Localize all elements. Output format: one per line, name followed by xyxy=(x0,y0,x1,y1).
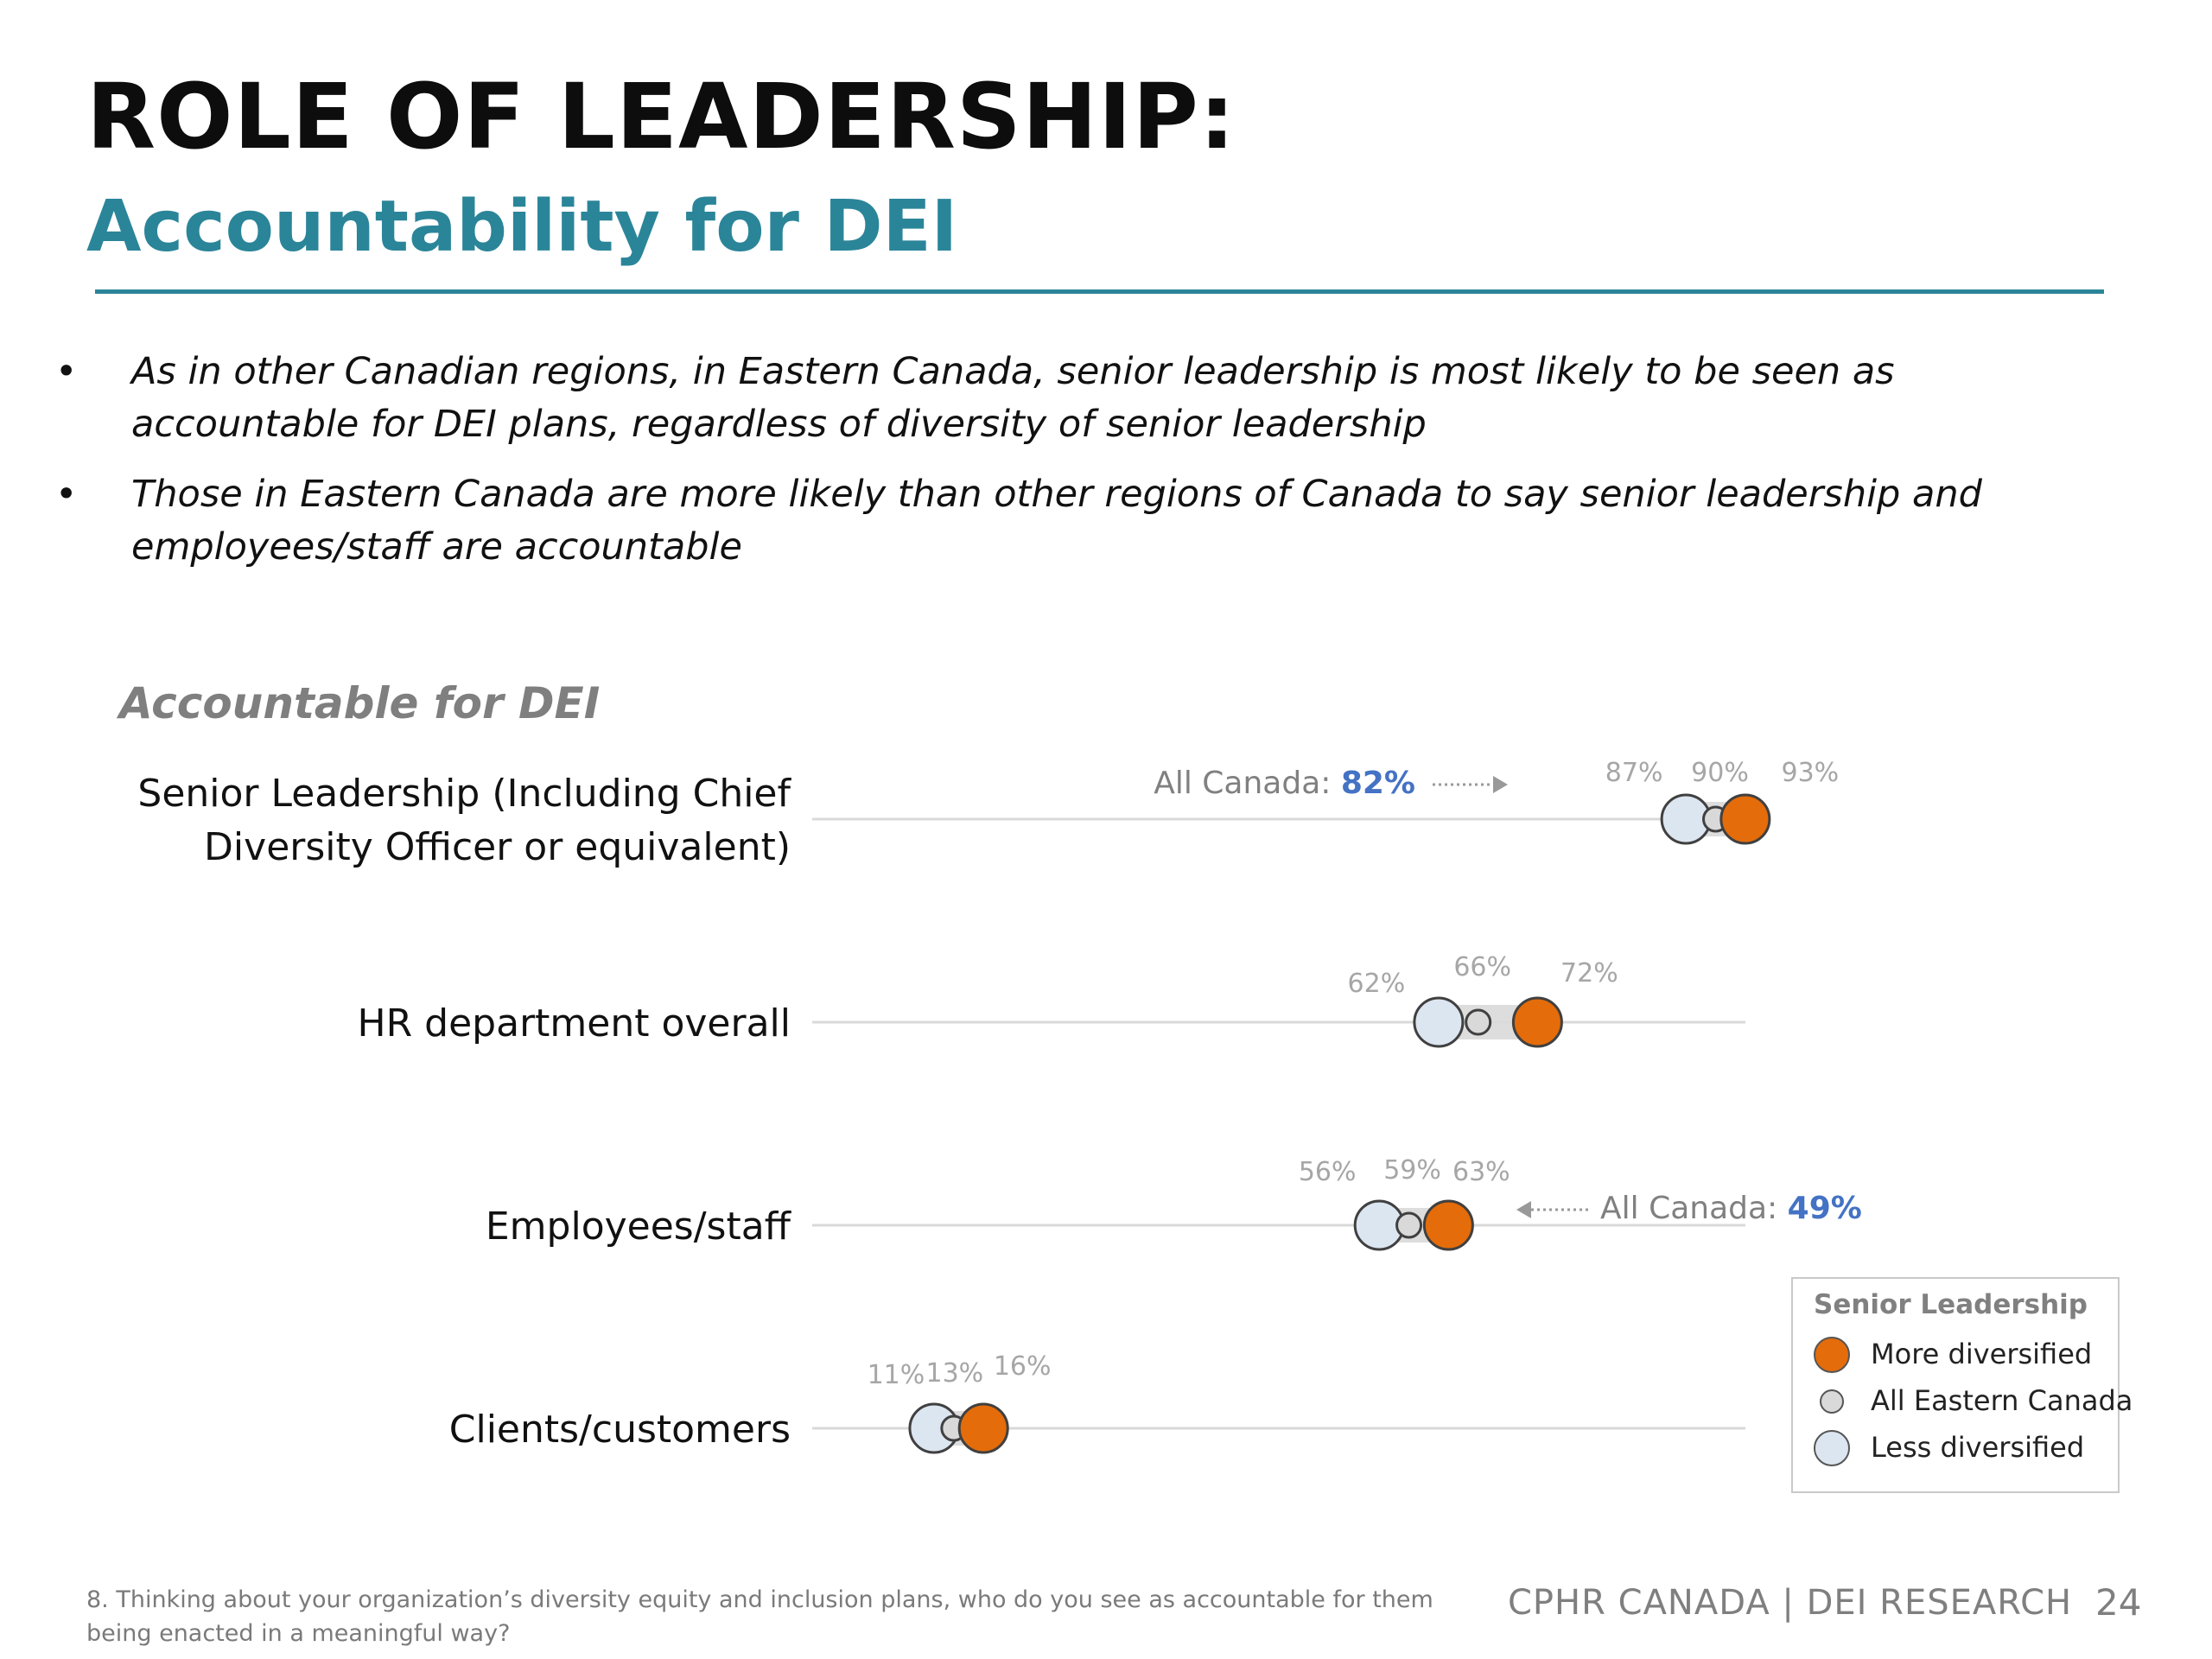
all-canada-annotation: All Canada: 49% xyxy=(1600,1191,1862,1226)
category-label: Clients/customers xyxy=(449,1408,791,1452)
dot-more-diversified xyxy=(1719,793,1771,845)
value-label-more: 72% xyxy=(1560,958,1618,988)
category-label: Diversity Officer or equivalent) xyxy=(204,825,791,869)
annotation-prefix: All Canada: xyxy=(1600,1191,1788,1226)
value-label-less: 87% xyxy=(1605,758,1663,788)
annotation-value: 82% xyxy=(1341,766,1415,801)
dot-more-diversified xyxy=(957,1402,1009,1454)
legend-label: Less diversified xyxy=(1871,1431,2085,1464)
dot-more-diversified xyxy=(1511,996,1563,1048)
bullet-item: As in other Canadian regions, in Eastern… xyxy=(54,346,2110,451)
bullet-item: Those in Eastern Canada are more likely … xyxy=(54,468,2110,574)
all-canada-annotation: All Canada: 82% xyxy=(1154,766,1415,801)
chart-legend: Senior Leadership More diversified All E… xyxy=(1791,1277,2133,1493)
annotation-value: 49% xyxy=(1788,1191,1862,1226)
legend-swatch-less xyxy=(1814,1430,1850,1466)
value-label-all: 90% xyxy=(1691,758,1749,788)
footnote: 8. Thinking about your organization’s di… xyxy=(86,1586,1433,1647)
value-label-more: 16% xyxy=(994,1351,1052,1382)
legend-label: More diversified xyxy=(1871,1338,2093,1370)
value-label-less: 62% xyxy=(1348,969,1406,999)
legend-item-more-diversified: More diversified xyxy=(1814,1334,2107,1376)
title-divider xyxy=(95,289,2104,294)
value-label-all: 59% xyxy=(1383,1155,1441,1185)
chart-title: Accountable for DEI xyxy=(119,678,601,728)
legend-title: Senior Leadership xyxy=(1814,1289,2088,1320)
page-number: 24 xyxy=(2095,1581,2142,1624)
value-label-less: 56% xyxy=(1299,1157,1357,1187)
legend-item-less-diversified: Less diversified xyxy=(1814,1427,2107,1469)
category-label: Employees/staff xyxy=(486,1205,792,1249)
legend-item-all-eastern-canada: All Eastern Canada xyxy=(1814,1381,2133,1422)
annotation-prefix: All Canada: xyxy=(1154,766,1341,801)
page-subtitle: Accountability for DEI xyxy=(86,186,958,268)
legend-swatch-more xyxy=(1814,1337,1850,1373)
brand-label: CPHR CANADA | DEI RESEARCH xyxy=(1508,1583,2073,1623)
dot-all-eastern-canada xyxy=(1465,1008,1492,1036)
dot-more-diversified xyxy=(1422,1199,1474,1251)
value-label-more: 63% xyxy=(1452,1157,1510,1187)
legend-swatch-all xyxy=(1820,1389,1844,1414)
legend-label: All Eastern Canada xyxy=(1871,1384,2133,1417)
value-label-all: 66% xyxy=(1453,952,1511,982)
annotation-arrow-head xyxy=(1516,1201,1531,1218)
bullet-list: As in other Canadian regions, in Eastern… xyxy=(54,346,2110,591)
page-title: ROLE OF LEADERSHIP: xyxy=(86,64,1236,169)
category-label: Senior Leadership (Including Chief xyxy=(137,772,791,816)
value-label-more: 93% xyxy=(1782,758,1840,788)
dot-all-eastern-canada xyxy=(1395,1211,1423,1239)
value-label-less: 11% xyxy=(868,1360,925,1390)
annotation-arrow-head xyxy=(1493,776,1508,793)
category-label: HR department overall xyxy=(358,1001,791,1046)
value-label-all: 13% xyxy=(926,1358,984,1389)
dot-less-diversified xyxy=(1413,996,1465,1048)
